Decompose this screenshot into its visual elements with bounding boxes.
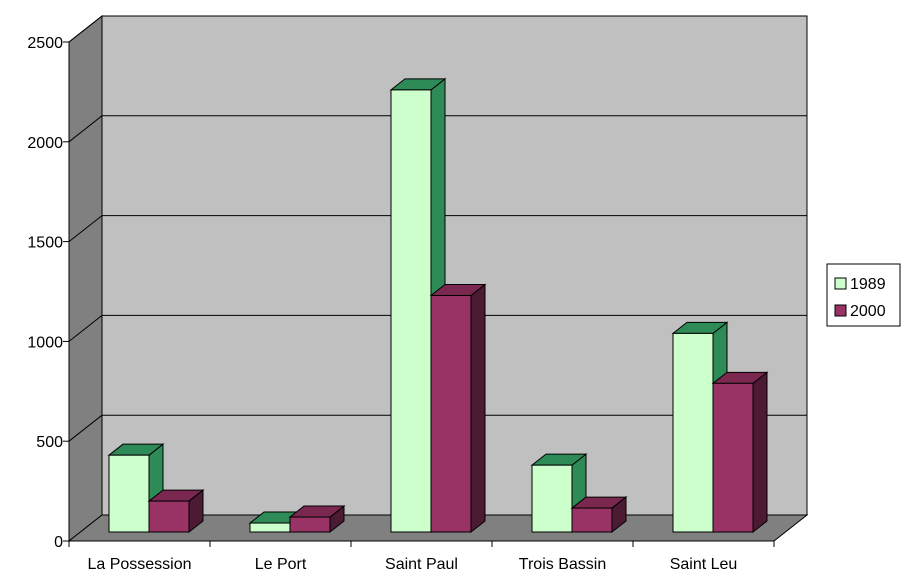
bar-front (148, 500, 190, 533)
bar (429, 283, 487, 534)
chart-side-wall (68, 14, 103, 543)
y-tick-label: 1500 (27, 235, 63, 252)
legend-swatch (834, 304, 847, 317)
legend-swatch (834, 277, 847, 290)
legend-label: 1989 (850, 276, 886, 293)
x-axis: La Possession Le Port Saint Paul Trois Bass… (68, 540, 775, 573)
y-tick-label: 0 (54, 534, 63, 551)
gridline-side (68, 315, 103, 342)
x-tick-label: Saint Paul (385, 556, 458, 573)
gridline-side (68, 115, 103, 143)
bar-front (249, 522, 291, 533)
gridline-side (68, 15, 103, 43)
x-tick-label: La Possession (87, 556, 191, 573)
y-tick-label: 2000 (27, 135, 63, 152)
bar-front (712, 382, 754, 533)
legend: 1989 2000 (826, 263, 901, 327)
bar-front (430, 294, 472, 533)
y-tick-label: 500 (36, 434, 63, 451)
bars (107, 77, 769, 534)
gridline-side (68, 215, 103, 242)
legend-label: 2000 (850, 303, 886, 320)
bar-front (571, 507, 613, 533)
y-tick-label: 2500 (27, 35, 63, 52)
bar-side (470, 283, 486, 534)
bar-front (108, 454, 150, 533)
bar (147, 489, 205, 534)
y-tick-label: 1000 (27, 334, 63, 351)
bar (288, 505, 346, 534)
x-tick-label: Saint Leu (670, 556, 738, 573)
bar-side (752, 371, 768, 534)
gridline-side (68, 414, 103, 442)
x-tick-label: Le Port (255, 556, 307, 573)
bar-front (390, 89, 432, 533)
x-tick-label: Trois Bassin (519, 556, 606, 573)
bar-front (531, 464, 573, 533)
bar-front (289, 516, 331, 533)
bar (711, 371, 769, 534)
bar-front (672, 332, 714, 533)
y-axis: 0 500 1000 1500 2000 2500 (27, 35, 70, 551)
bar (570, 496, 628, 534)
